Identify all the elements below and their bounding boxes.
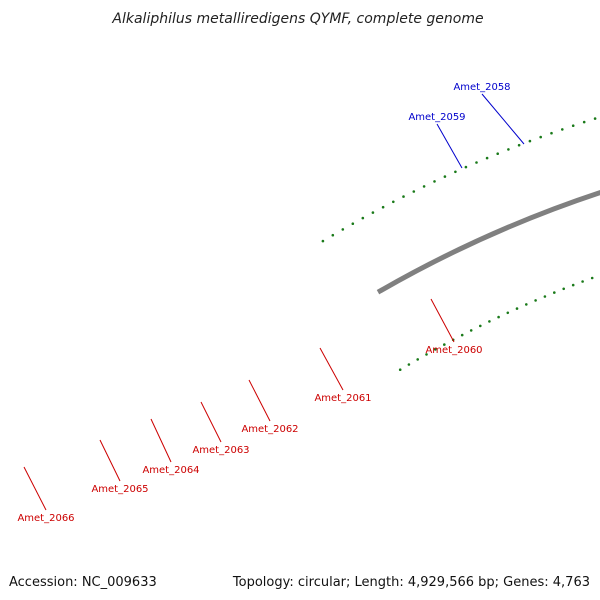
backbone-arc [376,190,600,295]
ruler-dot [571,283,575,287]
gene-leader-line [430,298,455,343]
ruler-dot [425,353,428,356]
ruler-dot [539,135,542,139]
gene-label-Amet_2060[interactable]: Amet_2060 [425,345,482,356]
ruler-dot [416,358,420,361]
gene-leader-line [248,379,271,422]
gene-label-Amet_2065[interactable]: Amet_2065 [91,484,148,495]
gene-labels: Amet_2058 Amet_2059 Amet_2060 Amet_2061 Amet… [17,82,525,524]
ruler-dot [582,120,586,124]
gene-label-Amet_2058[interactable]: Amet_2058 [453,82,510,93]
ruler-dot [593,117,597,120]
ruler-dot [507,148,510,151]
ruler-dot [553,291,556,294]
ruler-dot [485,156,489,160]
ruler-dot [543,295,547,298]
gene-label-Amet_2066[interactable]: Amet_2066 [17,513,74,524]
gene-leader-line [150,418,172,463]
ruler-dot [407,363,411,366]
ruler-dot [331,233,335,237]
ruler-dot [443,175,447,178]
ruler-dot [433,180,436,183]
ruler-dot [515,307,519,310]
ruler-dot [361,216,365,220]
genome-backbone [376,190,600,295]
ruler-dot [479,324,482,328]
ruler-dot [506,311,510,315]
accession-text: Accession: NC_009633 [9,575,157,590]
ruler-dot [371,211,375,214]
ruler-dot [550,131,553,135]
gene-leader-line [436,123,463,169]
ruler-dot [497,315,500,319]
gene-label-Amet_2064[interactable]: Amet_2064 [142,465,199,476]
ruler-dots: 2138 kbp2139 kbp2140 kbp2141 kbp2142 kbp… [321,117,597,372]
ruler-dot [460,333,464,337]
ruler-dot [351,222,355,225]
gene-label-Amet_2059[interactable]: Amet_2059 [408,112,465,123]
ruler-dot [321,239,325,243]
gene-leader-line [200,401,222,443]
ruler-dot [398,368,402,372]
ruler-dot [528,139,532,143]
ruler-dot [581,280,584,283]
ruler-dot [571,124,575,127]
map-title: Alkaliphilus metalliredigens QYMF, compl… [111,11,483,27]
gene-leader-line [99,439,121,482]
gene-leader-line [23,466,47,511]
ruler-dot [561,128,564,131]
ruler-dot [464,165,468,169]
ruler-dot [381,205,385,209]
ruler-dot [402,195,405,198]
ruler-dot [517,143,521,147]
gene-label-Amet_2063[interactable]: Amet_2063 [192,445,249,456]
gene-leader-line [319,347,344,391]
ruler-dot [422,185,426,188]
ruler-dot [525,303,528,306]
gene-label-Amet_2062[interactable]: Amet_2062 [241,424,298,435]
genome-info-text: Topology: circular; Length: 4,929,566 bp… [232,575,590,590]
ruler-dot [392,200,395,204]
ruler-dot [562,287,565,291]
ruler-dot [434,348,437,351]
ruler-dot [469,329,473,332]
ruler-dot [534,299,537,302]
gene-label-Amet_2061[interactable]: Amet_2061 [314,393,371,404]
ruler-dot [488,320,491,323]
ruler-dot [454,170,457,174]
ruler-dot [341,228,345,231]
ruler-dot [590,276,594,280]
gene-leader-line [481,93,525,145]
ruler-dot [443,343,446,346]
ruler-dot [412,190,416,193]
ruler-dot [496,152,500,155]
ruler-dot [475,161,478,164]
